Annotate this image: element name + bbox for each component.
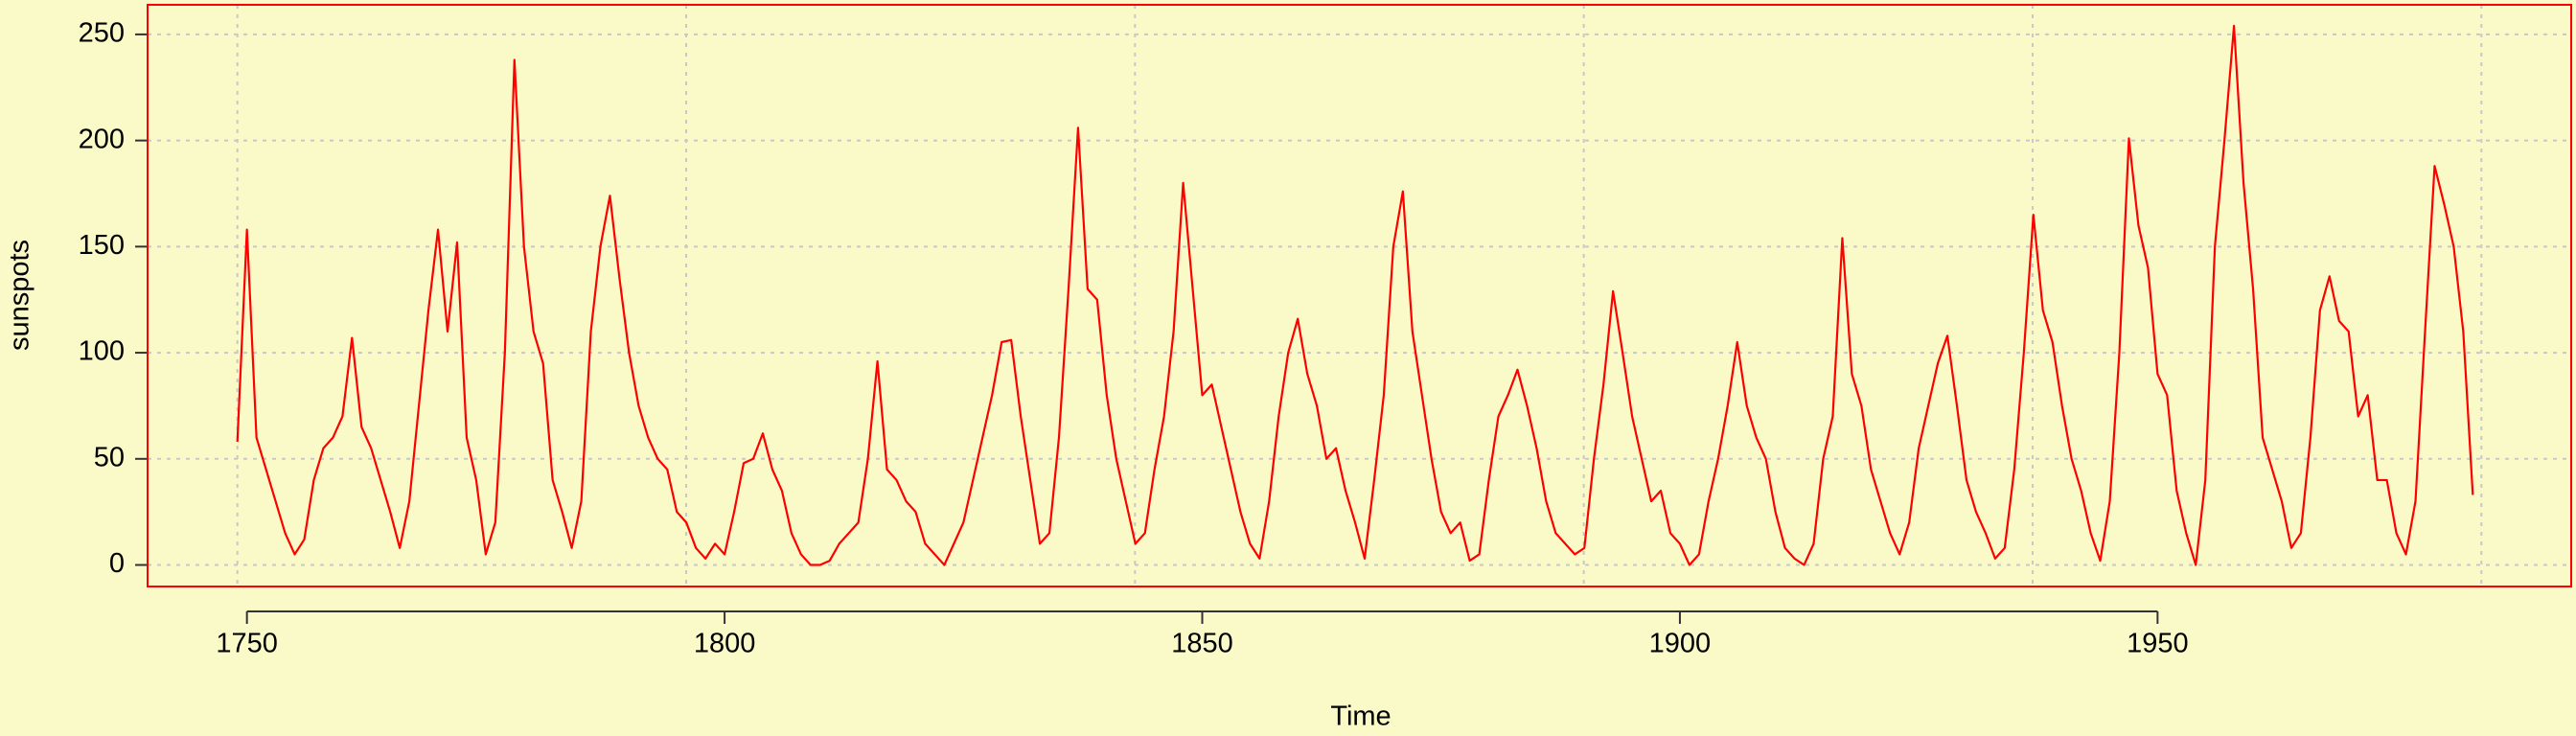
x-tick-label: 1750	[216, 629, 278, 659]
x-tick-label: 1950	[2127, 629, 2189, 659]
y-tick-label: 50	[94, 442, 125, 472]
x-axis-title: Time	[1330, 702, 1391, 732]
y-tick-label: 250	[79, 18, 125, 49]
plot-frame	[147, 4, 2572, 587]
y-tick-label: 0	[109, 548, 125, 579]
x-tick-label: 1850	[1171, 629, 1233, 659]
data-line	[236, 24, 2474, 566]
y-axis-title: sunspots	[5, 240, 35, 351]
x-tick-label: 1900	[1649, 629, 1712, 659]
y-tick-label: 200	[79, 124, 125, 154]
x-tick-label: 1800	[694, 629, 756, 659]
y-tick-label: 100	[79, 336, 125, 367]
y-tick-label: 150	[79, 230, 125, 261]
